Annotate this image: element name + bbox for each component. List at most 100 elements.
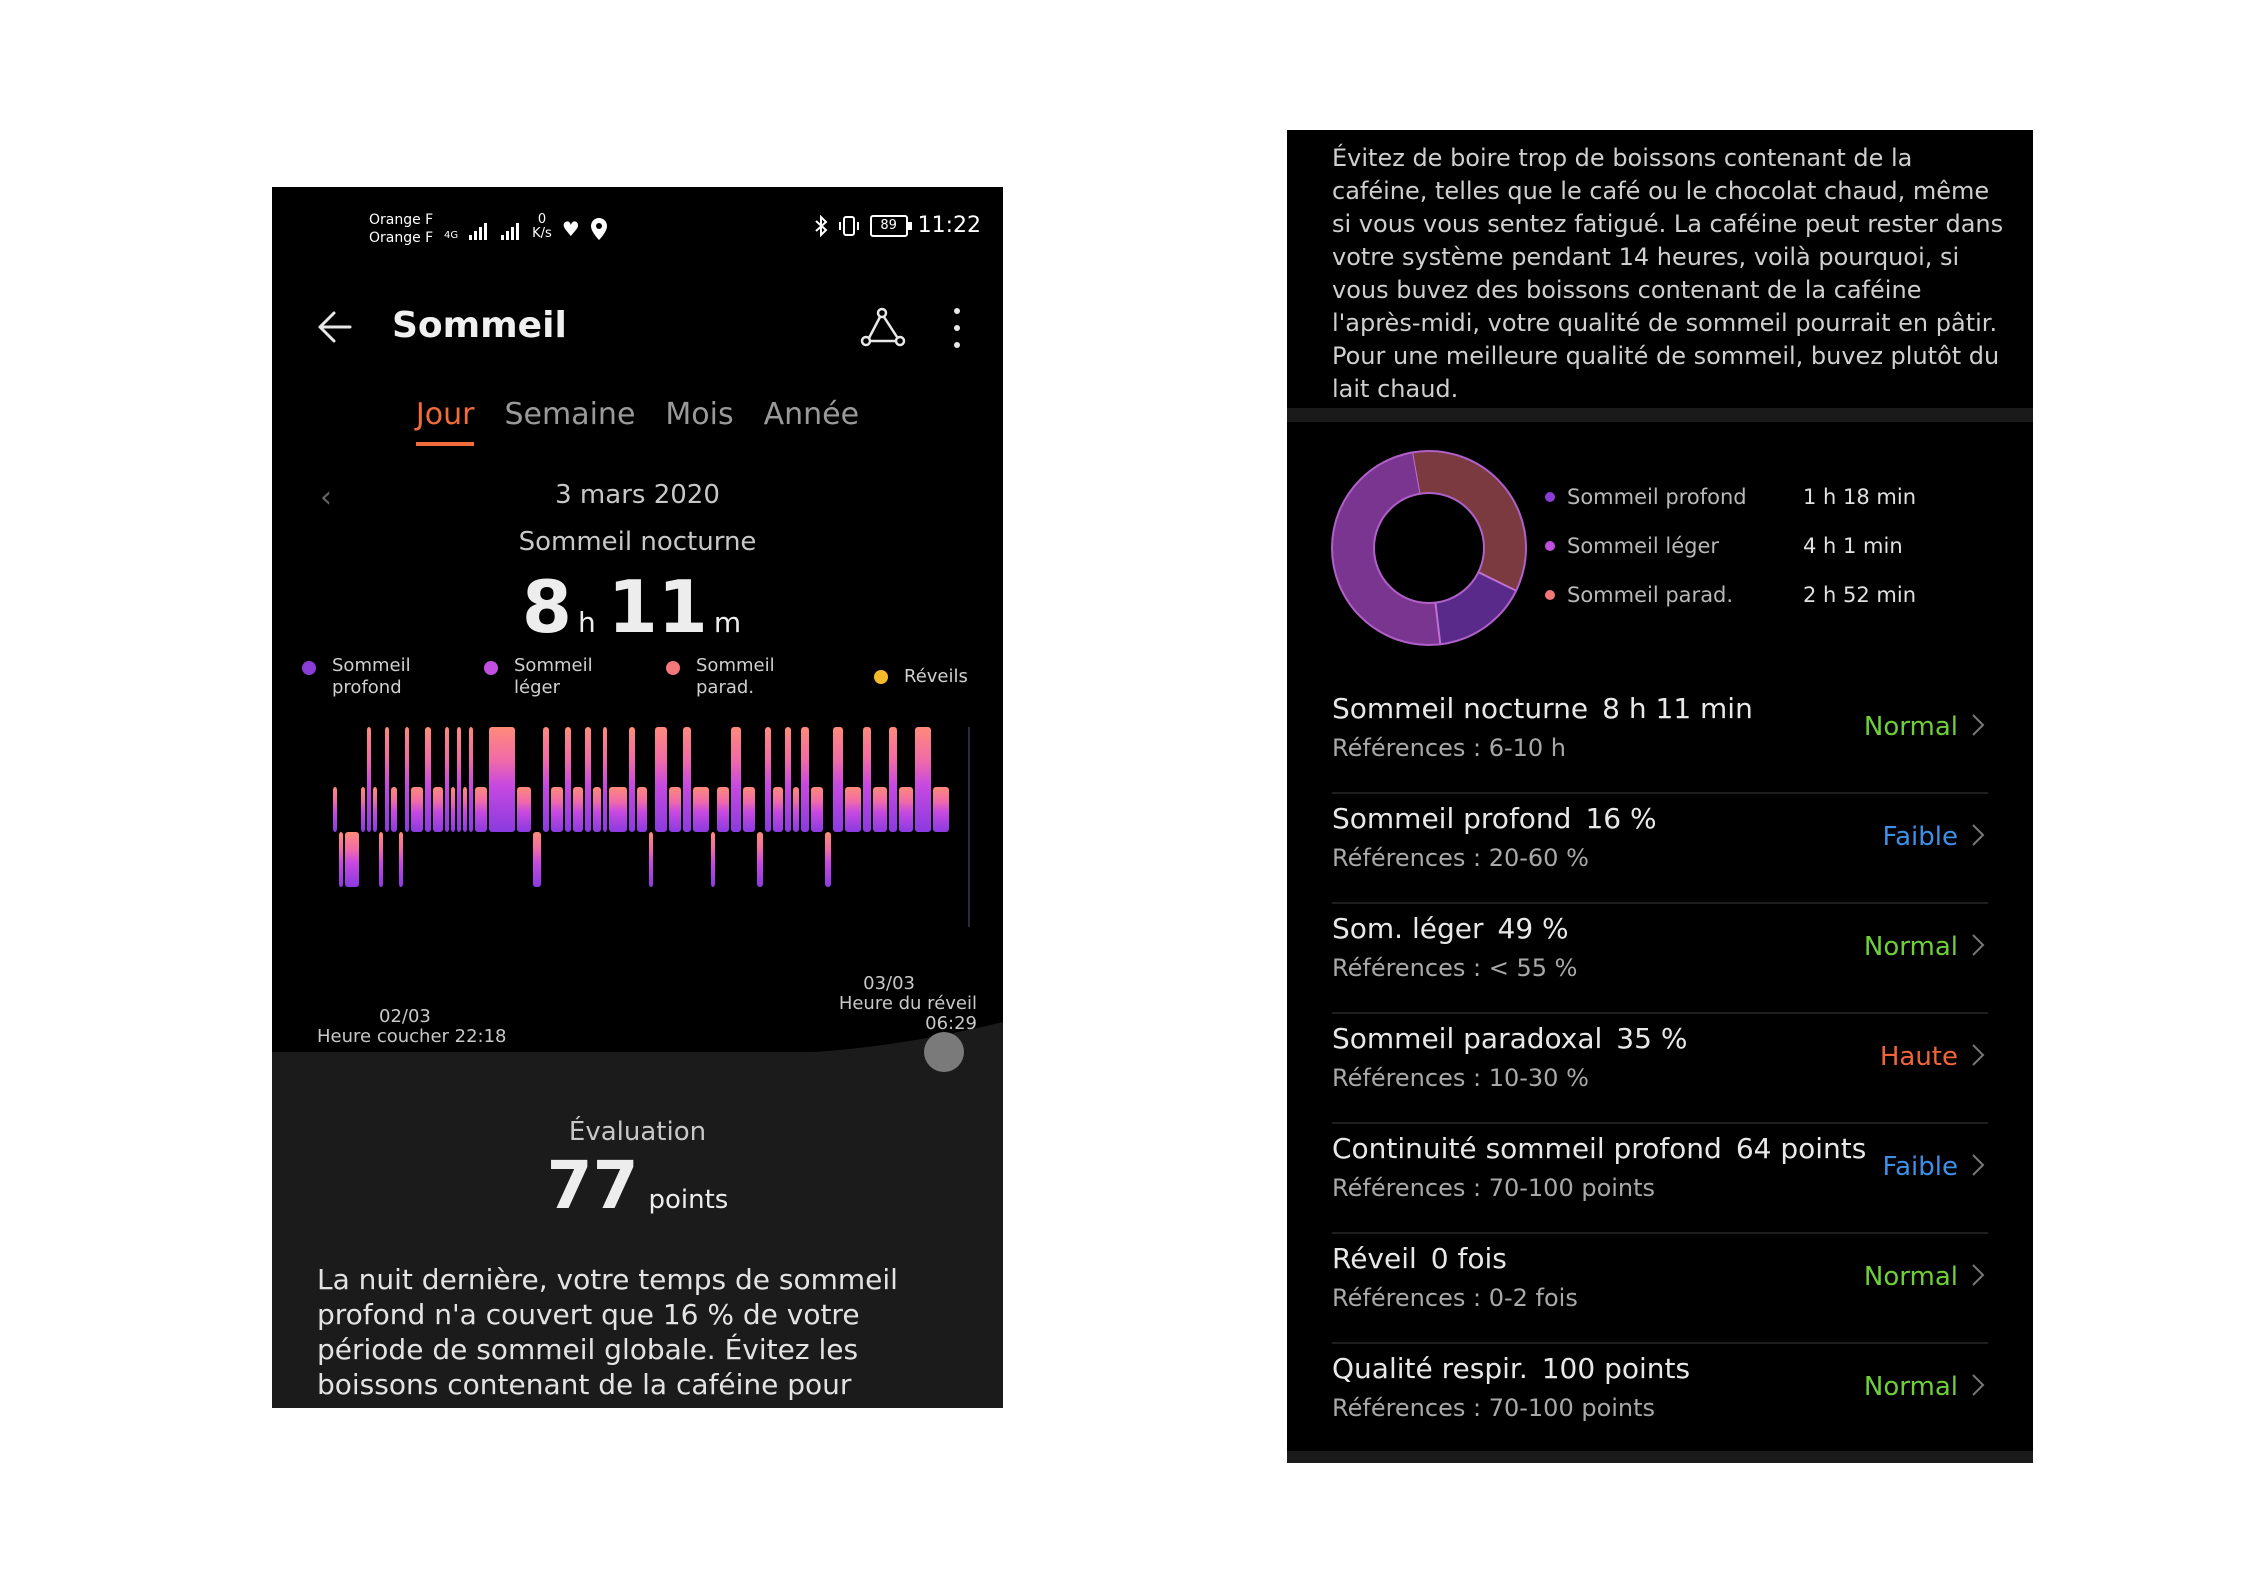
sleep-stage-bar [811, 787, 823, 832]
donut-separator [1477, 570, 1518, 593]
sleep-stage-bar [637, 787, 647, 832]
metric-status: Normal [1863, 932, 1958, 962]
metric-value: 16 % [1585, 802, 1657, 835]
metric-title: Sommeil profond 16 % [1332, 802, 1657, 835]
metric-title: Sommeil nocturne 8 h 11 min [1332, 692, 1753, 725]
legend-line2: parad. [696, 677, 755, 698]
app-header: Sommeil [272, 287, 1003, 377]
route-icon[interactable] [860, 305, 906, 349]
sleep-stage-bar [863, 727, 871, 832]
metric-value: 35 % [1616, 1022, 1688, 1055]
signal-icon [469, 223, 488, 240]
donut-label: Sommeil parad. [1567, 583, 1734, 607]
sleep-stage-bar [399, 832, 403, 887]
chevron-right-icon [1972, 1154, 1985, 1176]
status-bar: Orange F Orange F 4G 0 K/s ♥ 89 11:22 [272, 187, 1003, 267]
chevron-right-icon [1972, 1374, 1985, 1396]
previous-date-icon[interactable]: ‹ [320, 480, 332, 515]
metric-title: Réveil 0 fois [1332, 1242, 1507, 1275]
sleep-stage-bar [463, 787, 467, 832]
location-icon [590, 218, 607, 240]
current-date: 3 mars 2020 [555, 480, 720, 510]
left-screen: Orange F Orange F 4G 0 K/s ♥ 89 11:22 So… [272, 187, 1003, 1408]
sleep-stage-bar [573, 787, 583, 832]
tab-day[interactable]: Jour [415, 397, 475, 446]
back-arrow-icon[interactable] [314, 307, 354, 347]
chevron-right-icon [1972, 824, 1985, 846]
chevron-right-icon [1972, 714, 1985, 736]
wakeup-label: 03/03 Heure du réveil 06:29 [797, 974, 977, 1034]
metric-value: 8 h 11 min [1602, 692, 1753, 725]
legend-line1: Sommeil [696, 655, 775, 676]
metric-reference: Références : 0-2 fois [1332, 1284, 1578, 1312]
chevron-right-icon [1972, 1264, 1985, 1286]
metric-row-night-sleep[interactable]: Sommeil nocturne 8 h 11 min Références : … [1332, 682, 1988, 794]
sleep-stage-bar [785, 727, 791, 832]
tab-month[interactable]: Mois [665, 397, 734, 432]
metric-value: 0 fois [1430, 1242, 1507, 1275]
donut-slice [1434, 571, 1517, 645]
metric-row-deep-continuity[interactable]: Continuité sommeil profond 64 points Réfé… [1332, 1122, 1988, 1234]
sleep-stage-bar [367, 727, 371, 832]
sleep-stage-bar [649, 832, 653, 887]
evaluation-score: 77 points [272, 1147, 1003, 1224]
tab-year[interactable]: Année [763, 397, 860, 432]
legend-dot [874, 670, 888, 684]
wakeup-time: Heure du réveil 06:29 [838, 993, 977, 1034]
metric-status: Faible [1882, 822, 1958, 852]
metric-reference: Références : 70-100 points [1332, 1174, 1656, 1202]
donut-label: Sommeil profond [1567, 485, 1747, 509]
legend-dot [1545, 590, 1555, 600]
sleep-stage-bar [717, 787, 729, 832]
metric-reference: Références : 10-30 % [1332, 1064, 1589, 1092]
legend-line1: Sommeil [332, 655, 411, 676]
metric-name: Continuité sommeil profond [1332, 1132, 1722, 1165]
legend-dot [302, 661, 316, 675]
carrier-info: Orange F Orange F [369, 211, 433, 247]
sleep-stage-bar [757, 832, 763, 887]
sleep-stage-bar [457, 727, 461, 832]
scroll-handle[interactable] [924, 1032, 964, 1072]
sleep-stage-bar [609, 787, 627, 832]
sleep-stage-bar [833, 727, 843, 832]
bedtime-date: 02/03 [379, 1006, 431, 1027]
speed-unit: K/s [532, 226, 552, 241]
metric-reference: Références : < 55 % [1332, 954, 1578, 982]
metric-status: Haute [1879, 1042, 1958, 1072]
more-vertical-icon[interactable] [952, 305, 962, 351]
metric-reference: Références : 20-60 % [1332, 844, 1589, 872]
metric-row-breathing-quality[interactable]: Qualité respir. 100 points Références : 7… [1332, 1342, 1988, 1452]
network-icons: 4G 0 K/s ♥ [444, 213, 608, 241]
bedtime-time: Heure coucher 22:18 [317, 1026, 507, 1047]
sleep-stages-chart [333, 727, 970, 927]
sleep-stage-bar [845, 787, 861, 832]
duration-hours-unit: h [577, 606, 596, 639]
sleep-stage-bar [385, 727, 389, 832]
bottom-divider [1287, 1451, 2033, 1463]
sleep-stage-bar [445, 727, 449, 832]
metric-row-deep-sleep[interactable]: Sommeil profond 16 % Références : 20-60 %… [1332, 792, 1988, 904]
sleep-stage-bar [517, 787, 531, 832]
metric-row-rem-sleep[interactable]: Sommeil paradoxal 35 % Références : 10-30… [1332, 1012, 1988, 1124]
period-tabs: Jour Semaine Mois Année [272, 397, 1003, 446]
metric-row-awakenings[interactable]: Réveil 0 fois Références : 0-2 fois Norma… [1332, 1232, 1988, 1344]
sleep-tip: Évitez de boire trop de boissons contena… [1332, 144, 2004, 403]
metric-row-light-sleep[interactable]: Som. léger 49 % Références : < 55 % Norma… [1332, 902, 1988, 1014]
sleep-stage-bar [469, 727, 473, 832]
metric-status: Normal [1863, 1262, 1958, 1292]
metric-name: Réveil [1332, 1242, 1417, 1275]
sleep-stage-bar [899, 787, 913, 832]
legend-label: Sommeil profond [332, 655, 411, 699]
metric-reference: Références : 70-100 points [1332, 1394, 1656, 1422]
bedtime-label: 02/03 Heure coucher 22:18 [317, 1007, 507, 1047]
metric-reference: Références : 6-10 h [1332, 734, 1567, 762]
donut-slice [1412, 451, 1526, 591]
sleep-stage-bar [345, 832, 359, 887]
bluetooth-icon [814, 214, 828, 237]
sleep-stage-bar [373, 787, 377, 832]
sleep-stage-bar [743, 787, 755, 832]
tab-week[interactable]: Semaine [504, 397, 636, 432]
donut-legend-deep: Sommeil profond 1 h 18 min [1545, 485, 1985, 509]
sleep-type-label: Sommeil nocturne [518, 527, 757, 557]
metric-status: Faible [1882, 1152, 1958, 1182]
